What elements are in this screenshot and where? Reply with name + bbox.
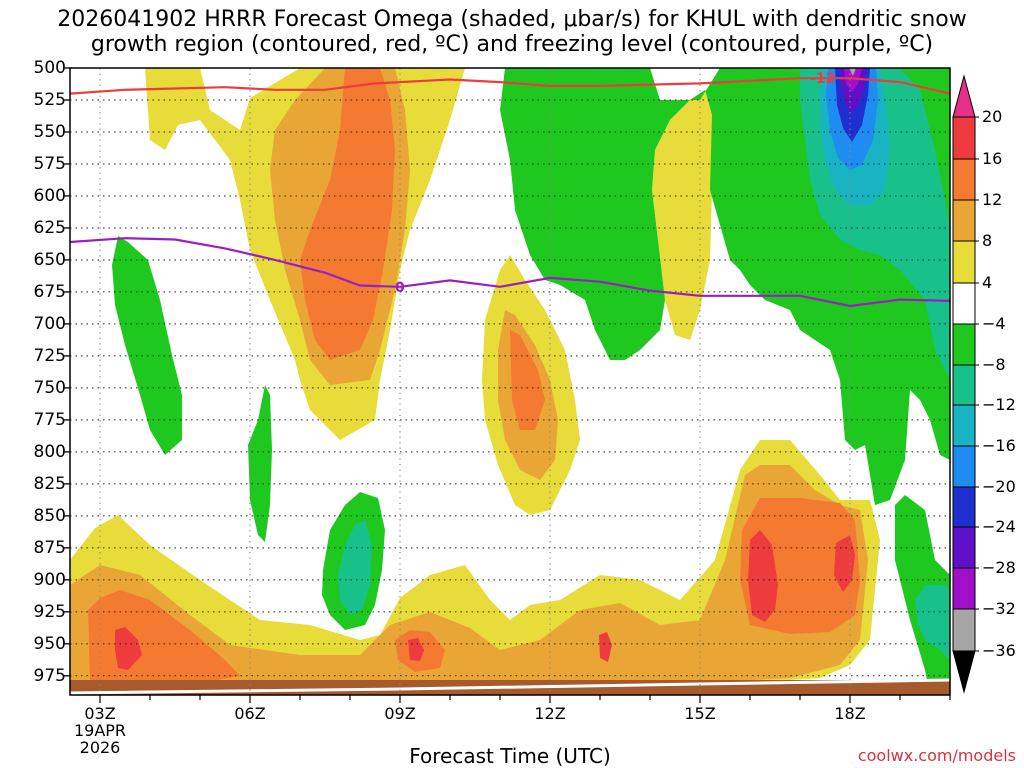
- x-tick-label: 06Z: [234, 704, 266, 723]
- freezing-level-line: [70, 237, 950, 308]
- colorbar-band: [952, 240, 976, 284]
- omega-region-gray: [849, 68, 856, 76]
- colorbar-band: [952, 116, 976, 160]
- colorbar-tick-label: −20: [982, 477, 1016, 496]
- omega-region-lower-gold: [70, 465, 868, 690]
- y-tick-label: 975: [33, 665, 66, 686]
- y-tick-label: 825: [33, 473, 66, 494]
- y-tick-label: 925: [33, 601, 66, 622]
- x-tick-label: 18Z: [834, 704, 866, 723]
- chart-title-line2: growth region (contoured, red, ºC) and f…: [90, 32, 934, 57]
- x-tick-label: 15Z: [684, 704, 716, 723]
- plot-frame: [69, 67, 951, 696]
- colorbar-bottom-arrow: [952, 650, 976, 694]
- colorbar-band: [952, 364, 976, 406]
- omega-region-lower-orange: [88, 498, 860, 686]
- colorbar-band: [952, 486, 976, 528]
- colorbar-tick-label: −32: [982, 599, 1016, 618]
- colorbar-band: [952, 404, 976, 447]
- colorbar-top-arrow: [952, 74, 976, 118]
- y-tick-label: 525: [33, 89, 66, 110]
- omega-region-purple: [844, 68, 862, 92]
- colorbar-tick-label: −36: [982, 641, 1016, 660]
- y-tick-label: 700: [33, 313, 66, 334]
- colorbar-tick-label: −4: [982, 314, 1006, 333]
- y-tick-label: 675: [33, 281, 66, 302]
- y-tick-label: 800: [33, 441, 66, 462]
- x-date-label: 19APR: [73, 721, 127, 740]
- x-tick-label: 09Z: [384, 704, 416, 723]
- ground-edge-line: [70, 678, 950, 695]
- omega-region-upper-orange: [300, 68, 545, 430]
- colorbar-tick-label: 12: [982, 190, 1003, 209]
- colorbar-band: [952, 158, 976, 201]
- y-tick-label: 875: [33, 537, 66, 558]
- colorbar-tick-label: 4: [982, 273, 993, 292]
- x-ticks: [99, 695, 951, 703]
- colorbar-tick-label: −24: [982, 517, 1016, 536]
- omega-region-teal-e: [915, 585, 950, 660]
- colorbar-band: [952, 282, 976, 325]
- credit-link[interactable]: coolwx.com/models: [857, 746, 1016, 765]
- colorbar-tick-label: −12: [982, 395, 1016, 414]
- y-tick-label: 900: [33, 569, 66, 590]
- y-tick-label: 575: [33, 153, 66, 174]
- y-tick-label: 550: [33, 121, 66, 142]
- colorbar-band: [952, 445, 976, 488]
- omega-region-green-a: [112, 236, 182, 455]
- chart-title-line1: 2026041902 HRRR Forecast Omega (shaded, …: [57, 7, 967, 32]
- x-axis-title: Forecast Time (UTC): [409, 744, 611, 768]
- y-tick-label: 775: [33, 409, 66, 430]
- x-tick-label: 12Z: [534, 704, 566, 723]
- y-tick-label: 650: [33, 249, 66, 270]
- colorbar-band: [952, 199, 976, 242]
- colorbar-tick-label: 20: [982, 107, 1003, 126]
- y-ticks: [63, 67, 70, 677]
- y-tick-label: 500: [33, 58, 66, 78]
- y-tick-label: 950: [33, 633, 66, 654]
- colorbar-tick-label: −16: [982, 436, 1016, 455]
- y-tick-label: 750: [33, 377, 66, 398]
- dgz-contour-line: [70, 77, 950, 95]
- y-tick-label: 850: [33, 505, 66, 526]
- colorbar-band: [952, 323, 976, 366]
- x-tick-label: 03Z: [84, 704, 116, 723]
- y-tick-label: 600: [33, 185, 66, 206]
- colorbar-tick-label: −8: [982, 355, 1006, 374]
- y-tick-label: 625: [33, 217, 66, 238]
- omega-region-green-b: [248, 385, 272, 542]
- freezing-level-label: 0: [395, 280, 405, 296]
- x-date-label: 2026: [79, 738, 121, 757]
- grid-lines: [70, 68, 950, 695]
- colorbar-tick-label: 8: [982, 231, 993, 250]
- y-tick-label: 725: [33, 345, 66, 366]
- dgz-contour-label: -12: [810, 71, 835, 87]
- colorbar-band: [952, 526, 976, 569]
- omega-region-teal-c: [338, 520, 372, 615]
- colorbar-tick-label: −28: [982, 558, 1016, 577]
- colorbar-band: [952, 608, 976, 652]
- plot-area: [70, 68, 950, 695]
- colorbar: [952, 74, 979, 694]
- colorbar-tick-label: 16: [982, 149, 1003, 168]
- colorbar-band: [952, 567, 976, 610]
